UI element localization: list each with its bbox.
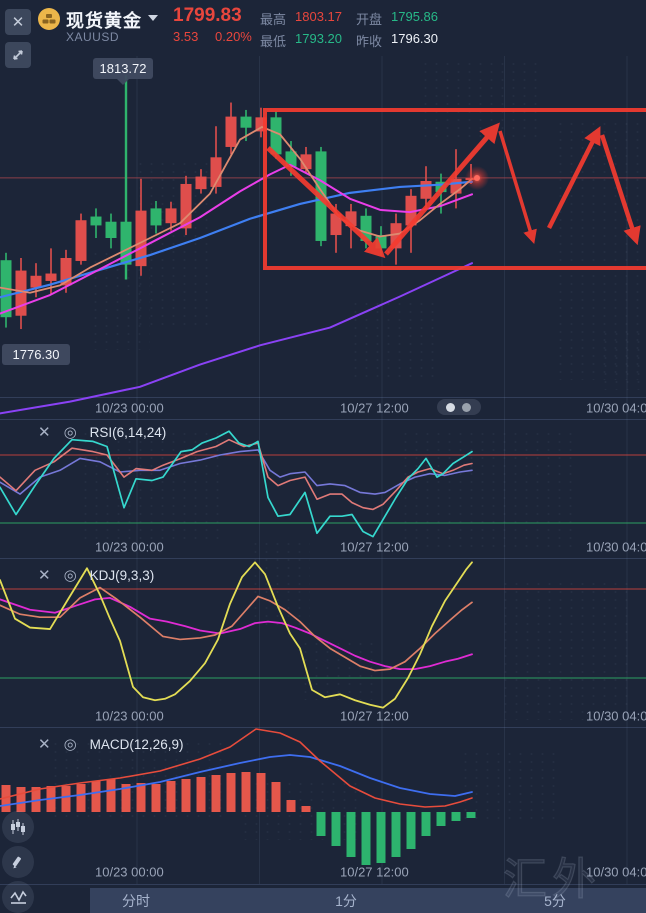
- time-axis-label: 10/30 04:0: [586, 400, 646, 415]
- stat-prev-close-value: 1796.30: [391, 31, 438, 46]
- symbol-code: XAUUSD: [66, 30, 120, 44]
- separator: [0, 419, 646, 420]
- separator: [0, 727, 646, 728]
- texture-patch: [460, 750, 560, 820]
- time-axis-label: 10/23 00:00: [95, 864, 164, 879]
- tab-5min[interactable]: 5分: [544, 892, 566, 909]
- price-change-pct: 0.20%: [215, 29, 252, 44]
- candlestick-icon: [11, 819, 25, 835]
- close-icon[interactable]: ✕: [38, 566, 51, 584]
- texture-patch: [240, 780, 360, 840]
- time-axis-label: 10/27 12:00: [340, 708, 409, 723]
- indicator-button[interactable]: [2, 881, 34, 913]
- kdj-panel-header: ✕ ◎ KDJ(9,3,3): [38, 566, 154, 584]
- time-axis-label: 10/27 12:00: [340, 539, 409, 554]
- pagination-dots: [437, 399, 481, 415]
- symbol-name[interactable]: 现货黄金: [66, 11, 142, 31]
- texture-patch: [500, 580, 630, 720]
- rsi-panel-title: RSI(6,14,24): [89, 424, 167, 440]
- low-price-text: 1776.30: [12, 347, 60, 362]
- tab-1min[interactable]: 1分: [335, 892, 357, 909]
- high-price-marker: 1813.72: [93, 58, 153, 85]
- gear-icon[interactable]: ◎: [63, 735, 77, 753]
- time-axis-label: 10/23 00:00: [95, 400, 164, 415]
- dot-icon: [446, 402, 455, 412]
- header: ✕ 现货黄金 XAUUSD 1799.83 3.53 0.20% 最高 1803…: [0, 0, 646, 56]
- time-axis-label: 10/23 00:00: [95, 539, 164, 554]
- stat-low-value: 1793.20: [295, 31, 342, 46]
- texture-patch: [420, 60, 540, 140]
- texture-patch: [400, 430, 580, 550]
- texture-patch: [350, 300, 440, 380]
- time-axis-macd: 10/23 00:00 10/27 12:00 10/30 04:0: [0, 860, 646, 883]
- time-axis-label: 10/27 12:00: [340, 400, 409, 415]
- texture-patch: [90, 250, 150, 350]
- dot-icon: [462, 402, 471, 412]
- macd-panel-header: ✕ ◎ MACD(12,26,9): [38, 735, 183, 753]
- stat-high-value: 1803.17: [295, 9, 342, 24]
- last-price: 1799.83: [173, 5, 242, 26]
- close-icon[interactable]: ✕: [38, 423, 51, 441]
- time-axis-label: 10/30 04:0: [586, 539, 646, 554]
- separator: [0, 884, 646, 885]
- stat-open-label: 开盘: [356, 12, 383, 27]
- tab-fenshi[interactable]: 分时: [122, 892, 150, 909]
- texture-patch: [300, 640, 380, 700]
- time-axis-kdj: 10/23 00:00 10/27 12:00 10/30 04:0: [0, 704, 646, 727]
- pencil-icon: [12, 856, 21, 868]
- texture-patch: [600, 330, 646, 390]
- chevron-down-icon[interactable]: [148, 15, 158, 21]
- separator: [0, 558, 646, 559]
- chart-type-button[interactable]: [2, 811, 34, 843]
- time-axis-rsi: 10/23 00:00 10/27 12:00 10/30 04:0: [0, 535, 646, 558]
- stat-low-label: 最低: [260, 34, 287, 49]
- draw-button[interactable]: [2, 846, 34, 878]
- close-button[interactable]: ✕: [5, 9, 31, 35]
- line-chart-icon: [9, 889, 27, 904]
- time-axis-label: 10/30 04:0: [586, 708, 646, 723]
- close-icon[interactable]: ✕: [38, 735, 51, 753]
- stat-high-label: 最高: [260, 12, 287, 27]
- gold-coin-icon: [38, 8, 60, 30]
- macd-panel-title: MACD(12,26,9): [89, 736, 184, 752]
- rsi-panel-header: ✕ ◎ RSI(6,14,24): [38, 423, 166, 441]
- timeframe-tabbar: 分时 1分 5分: [90, 888, 646, 913]
- stat-prev-close-label: 昨收: [356, 34, 383, 49]
- time-axis-label: 10/30 04:0: [586, 864, 646, 879]
- texture-patch: [80, 430, 220, 540]
- high-price-text: 1813.72: [99, 61, 147, 76]
- low-price-marker: 1776.30: [2, 344, 70, 365]
- close-icon: ✕: [11, 14, 25, 31]
- kdj-panel-title: KDJ(9,3,3): [89, 567, 155, 583]
- gear-icon[interactable]: ◎: [63, 423, 77, 441]
- time-axis-main: 10/23 00:00 10/27 12:00 10/30 04:0: [0, 396, 646, 419]
- diagonal-arrows-icon: [13, 50, 23, 60]
- stat-open-value: 1795.86: [391, 9, 438, 24]
- price-change: 3.53: [173, 29, 199, 44]
- time-axis-label: 10/23 00:00: [95, 708, 164, 723]
- collapse-button[interactable]: [5, 42, 31, 68]
- gear-icon[interactable]: ◎: [63, 566, 77, 584]
- time-axis-label: 10/27 12:00: [340, 864, 409, 879]
